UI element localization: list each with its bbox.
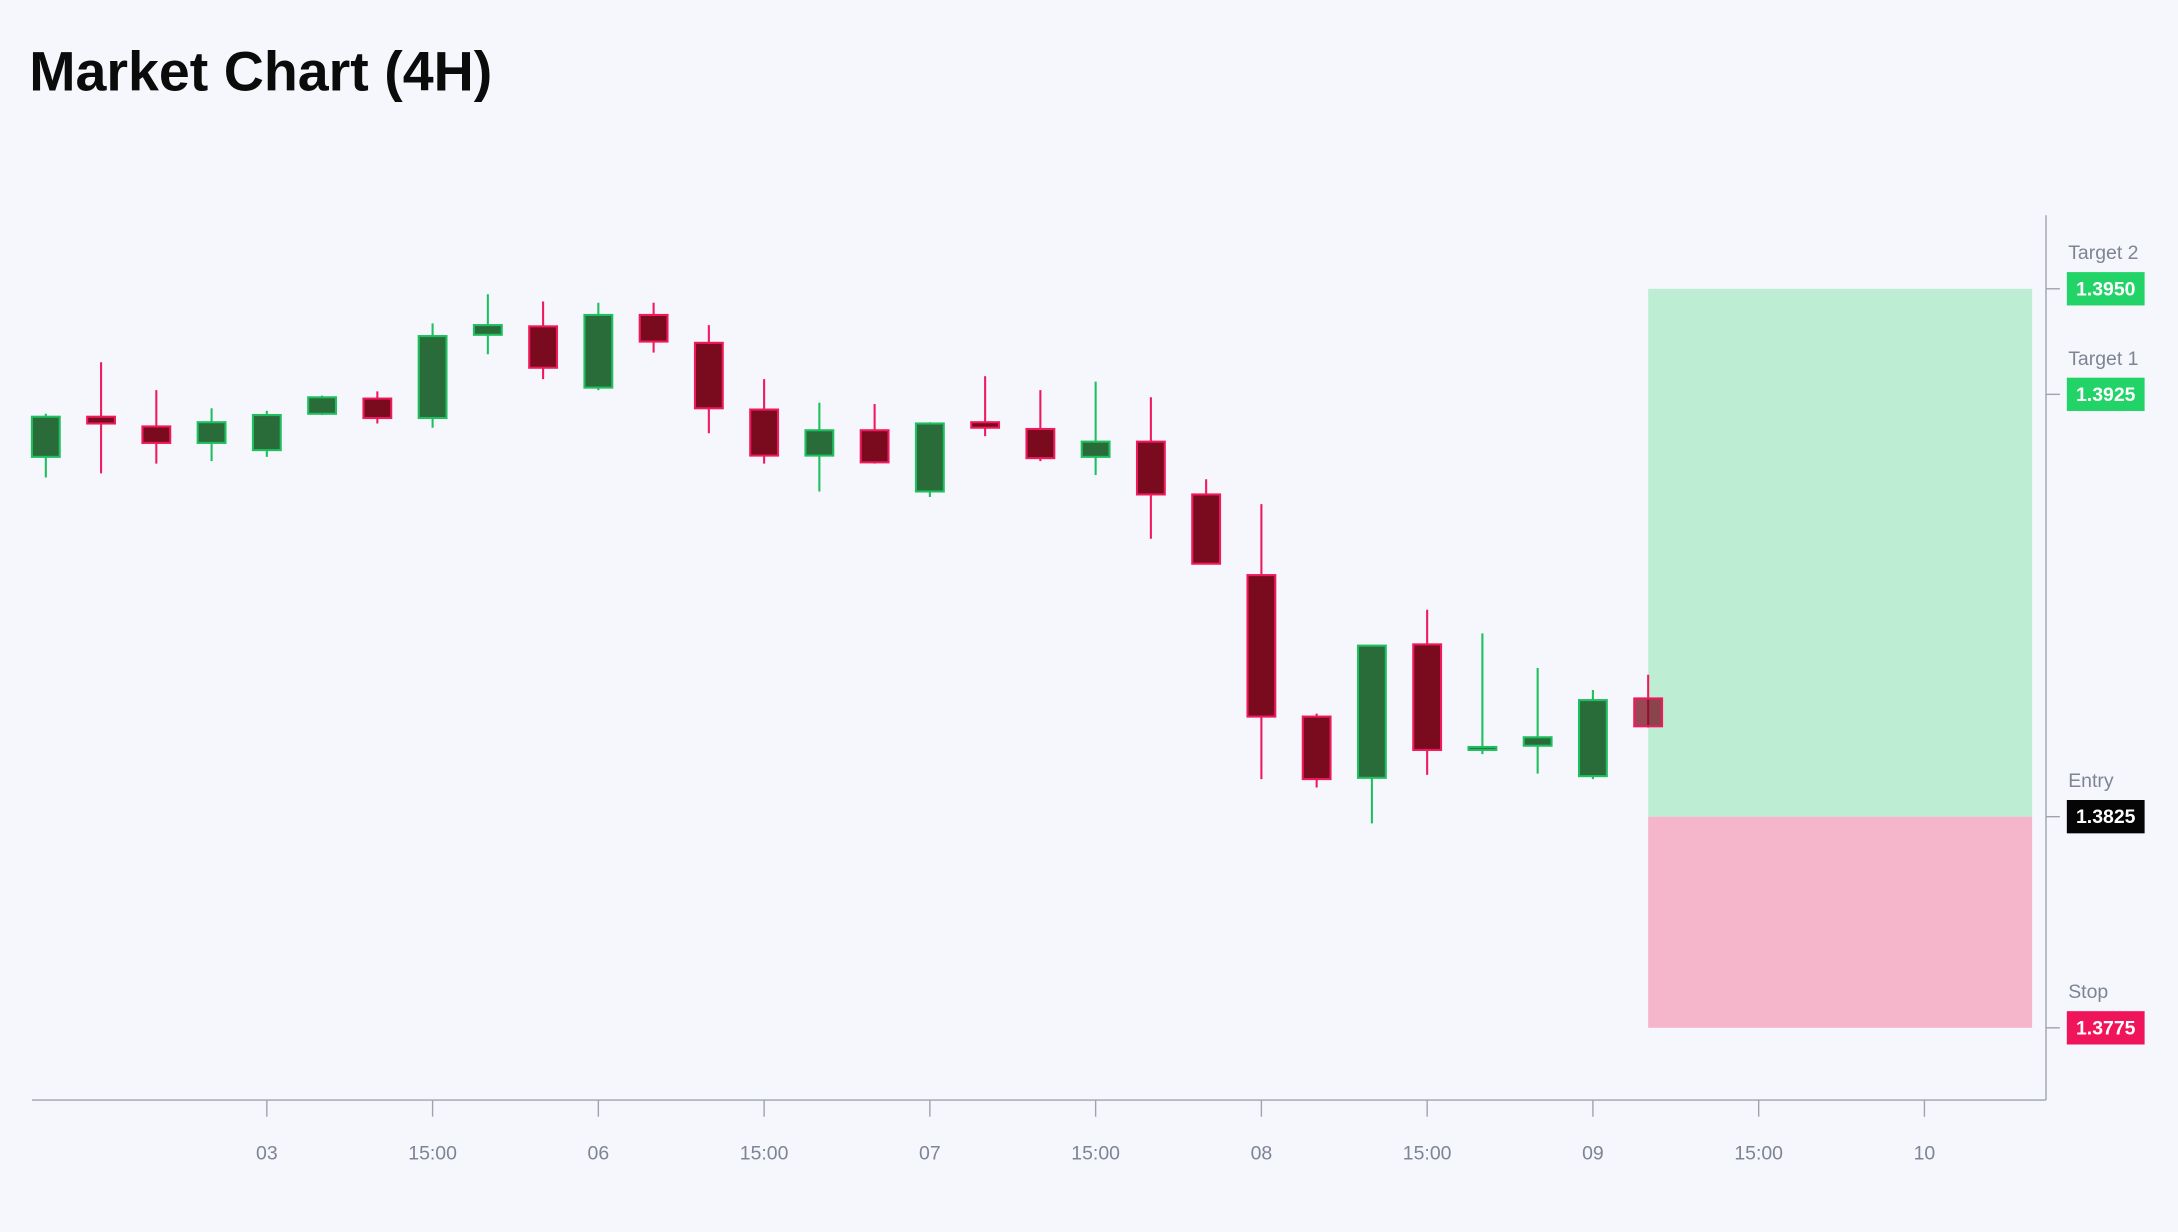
level-name: Stop	[2068, 981, 2108, 1003]
x-tick-label: 15:00	[1734, 1142, 1783, 1164]
candle-body	[914, 422, 945, 493]
level-name: Entry	[2068, 770, 2114, 792]
chart-title: Market Chart (4H)	[29, 40, 492, 102]
level-name: Target 2	[2068, 242, 2138, 264]
candle-body	[970, 421, 1001, 429]
candle-body	[859, 429, 890, 464]
candle-body	[1577, 699, 1608, 778]
candle-body	[638, 313, 669, 343]
x-tick-label: 07	[919, 1142, 941, 1164]
level-name: Target 1	[2068, 348, 2138, 370]
x-tick-label: 10	[1914, 1142, 1936, 1164]
candle-body	[1191, 493, 1222, 565]
candle-body	[196, 421, 227, 444]
candle-body	[693, 341, 724, 410]
level-badge	[2066, 377, 2145, 412]
candle-body	[1246, 574, 1277, 718]
level-badge	[2066, 272, 2145, 306]
candle-body	[749, 408, 780, 457]
y-tick-label: 1.3925	[2076, 384, 2136, 406]
candle-body	[1025, 427, 1056, 460]
candle-body	[583, 313, 614, 389]
x-tick-label: 08	[1251, 1142, 1273, 1164]
candle-body	[417, 335, 448, 420]
candle-body	[1467, 745, 1498, 751]
candle-body	[30, 415, 61, 458]
candle-body	[86, 415, 117, 425]
level-badge	[2066, 1011, 2145, 1045]
x-tick-label: 15:00	[740, 1142, 789, 1164]
candle-body	[1135, 440, 1166, 496]
y-tick-label: 1.3950	[2076, 278, 2136, 300]
profit-zone	[1648, 288, 2033, 817]
candle-body	[1522, 736, 1553, 747]
y-tick-label: 1.3825	[2076, 806, 2136, 828]
level-badge	[2066, 800, 2145, 834]
candle-body	[1412, 643, 1443, 751]
candle-body	[804, 429, 835, 457]
candle-body	[307, 396, 338, 415]
x-tick-label: 06	[588, 1142, 610, 1164]
candle-body	[362, 397, 393, 420]
candle-body	[141, 425, 172, 444]
y-tick-label: 1.3775	[2076, 1017, 2136, 1039]
candle-body	[1080, 440, 1111, 458]
x-tick-label: 15:00	[1403, 1142, 1452, 1164]
candle-body	[472, 324, 503, 336]
x-tick-label: 15:00	[408, 1142, 457, 1164]
candle-body	[528, 325, 559, 369]
x-tick-label: 03	[256, 1142, 278, 1164]
candle-body	[1633, 697, 1664, 728]
x-tick-label: 09	[1582, 1142, 1604, 1164]
loss-zone	[1648, 816, 2033, 1028]
candle-body	[251, 414, 282, 452]
candle-body	[1356, 644, 1387, 779]
candle-body	[1301, 715, 1332, 781]
x-tick-label: 15:00	[1071, 1142, 1120, 1164]
